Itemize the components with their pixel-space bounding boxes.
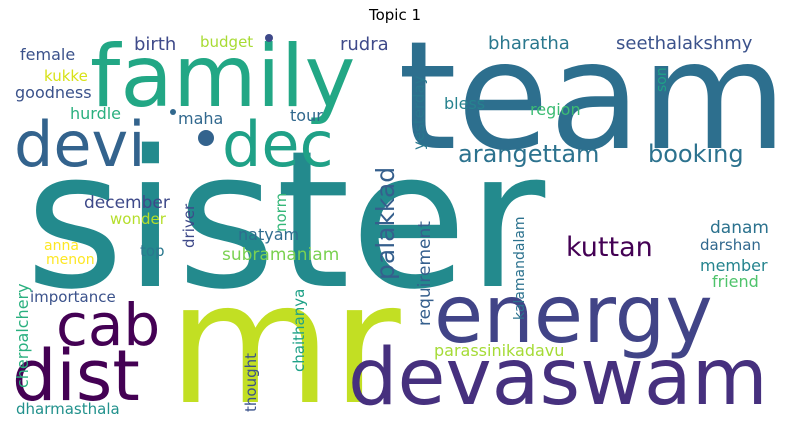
word-thought: thought — [242, 353, 260, 412]
word-palakkad: palakkad — [371, 167, 400, 280]
word-natyam: natyam — [238, 225, 299, 244]
word-norm: norm — [272, 193, 290, 232]
word-goodness: goodness — [15, 83, 92, 102]
word-chaithanya: chaithanya — [290, 289, 308, 372]
word-team: team — [398, 10, 787, 184]
word-cab: cab — [56, 291, 160, 359]
word-devi: devi — [14, 108, 145, 181]
word-maha: maha — [178, 109, 223, 128]
dot-glyph — [198, 130, 214, 146]
word-budget: budget — [200, 33, 253, 51]
word-family: family — [90, 27, 355, 127]
word-cherpalchery: cherpalchery — [13, 283, 32, 388]
word-driver: driver — [180, 203, 198, 248]
word-devaswam: devaswam — [348, 333, 768, 423]
word-dist: dist — [12, 335, 140, 417]
word-energy: energy — [434, 268, 713, 361]
word-darshan: darshan — [700, 236, 761, 254]
word-mr: mr — [168, 246, 402, 427]
word-son: son — [654, 67, 670, 92]
word-region: region — [530, 100, 581, 119]
word-friend: friend — [712, 272, 759, 291]
word-tour: tour — [290, 106, 323, 125]
word-wonder: wonder — [110, 210, 167, 228]
word-bharatha: bharatha — [488, 33, 570, 54]
word-subramaniam: subramaniam — [222, 245, 339, 265]
word-anna: anna — [44, 238, 79, 254]
word-dec: dec — [222, 108, 334, 181]
word-rudra: rudra — [340, 34, 389, 55]
word-kalamandalam: kalamandalam — [512, 216, 528, 320]
word-danam: danam — [710, 218, 769, 238]
word-kuttan: kuttan — [566, 232, 653, 263]
dot-glyph-small — [265, 34, 273, 42]
word-arangettam: arangettam — [458, 140, 599, 168]
word-bless: bless — [444, 94, 485, 113]
word-sister: sister — [25, 110, 546, 331]
word-parassinikadavu: parassinikadavu — [434, 341, 564, 360]
word-requirement: requirement — [415, 221, 435, 326]
word-kukke: kukke — [44, 67, 88, 85]
chart-title: Topic 1 — [368, 6, 422, 24]
word-booking: booking — [648, 140, 744, 168]
word-december: december — [84, 193, 170, 213]
word-seethalakshmy: seethalakshmy — [616, 33, 753, 54]
dot-glyph-small-2 — [170, 109, 176, 115]
word-top: top — [140, 242, 165, 260]
word-birth: birth — [134, 34, 176, 55]
word-female: female — [20, 45, 75, 64]
word-yesterday: yesterday — [410, 75, 428, 150]
word-member: member — [700, 256, 768, 275]
word-hurdle: hurdle — [70, 104, 121, 123]
word-menon: menon — [46, 252, 95, 268]
word-dharmasthala: dharmasthala — [16, 400, 120, 418]
word-importance: importance — [30, 288, 116, 306]
